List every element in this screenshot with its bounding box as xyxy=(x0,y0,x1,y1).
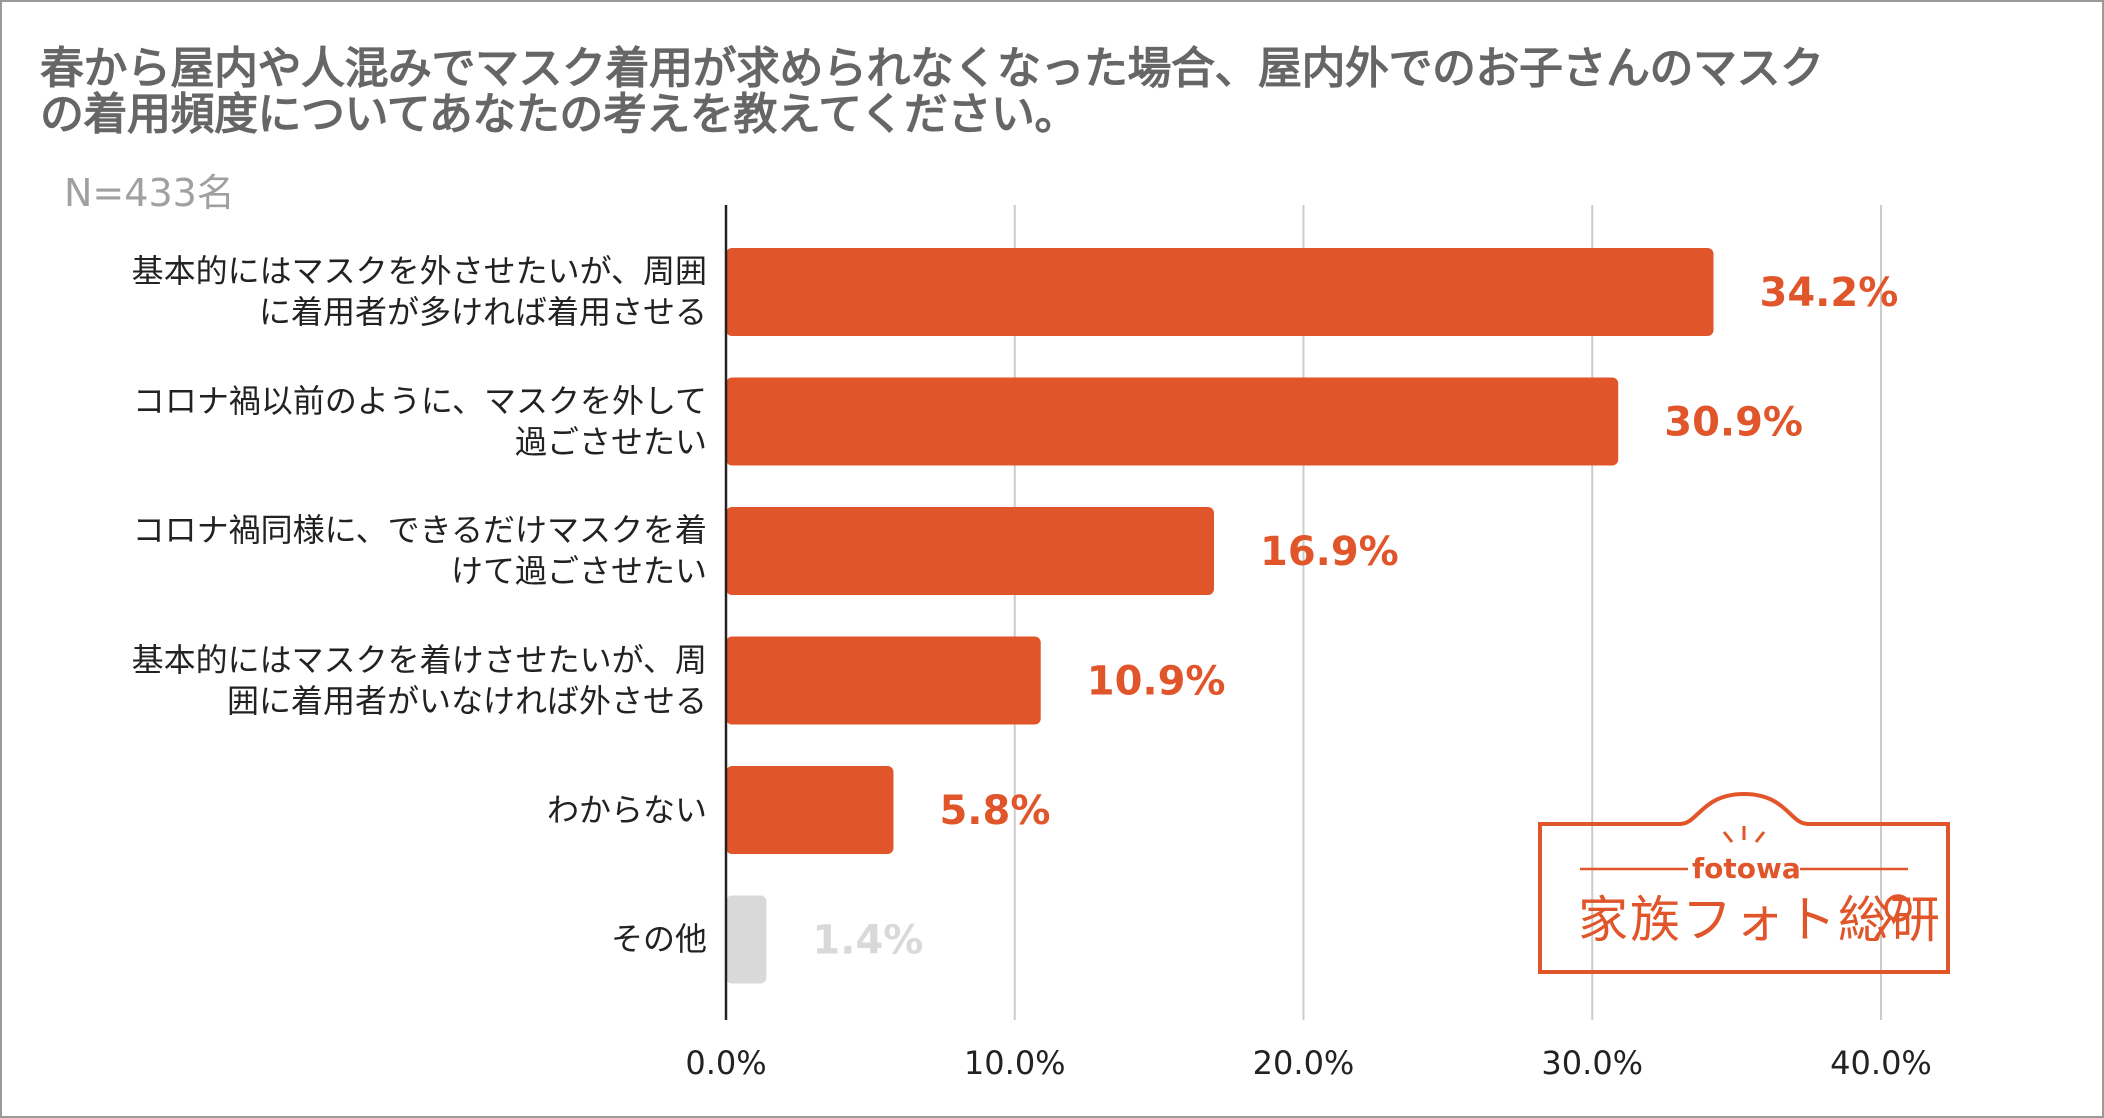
data-label: 5.8% xyxy=(939,788,1050,834)
x-tick-label: 30.0% xyxy=(1541,1044,1643,1082)
logo-brand: fotowa xyxy=(1692,852,1801,885)
data-label: 10.9% xyxy=(1087,659,1226,705)
x-tick-label: 20.0% xyxy=(1253,1044,1355,1082)
category-label: その他 xyxy=(7,919,707,960)
category-label-line: 過ごさせたい xyxy=(514,422,707,461)
data-label: 30.9% xyxy=(1664,400,1803,446)
x-tick-label: 10.0% xyxy=(964,1044,1066,1082)
category-label-line: けて過ごさせたい xyxy=(450,552,707,590)
category-label: コロナ禍同様に、できるだけマスクを着 けて過ごさせたい xyxy=(7,510,707,592)
category-label: 基本的にはマスクを着けさせたいが、周 囲に着用者がいなければ外させる xyxy=(7,640,707,722)
data-label: 1.4% xyxy=(812,918,923,964)
bar xyxy=(726,895,767,984)
chart-subtitle: N=433名 xyxy=(64,171,235,215)
category-label-line: に着用者が多ければ着用させる xyxy=(258,293,707,331)
bar xyxy=(726,766,894,854)
chart-title-line-1: 春から屋内や人混みでマスク着用が求められなくなった場合、屋内外でのお子さんのマス… xyxy=(40,43,1824,94)
magnifier-icon xyxy=(1874,894,1912,940)
category-label-line: 基本的にはマスクを外させたいが、周囲 xyxy=(131,252,707,290)
data-label: 34.2% xyxy=(1760,270,1899,316)
bar xyxy=(726,636,1041,725)
category-label-line: 基本的にはマスクを着けさせたいが、周 xyxy=(131,640,707,679)
bar xyxy=(726,248,1714,336)
category-label-line: 囲に着用者がいなければ外させる xyxy=(226,681,707,720)
x-tick-label: 0.0% xyxy=(685,1044,766,1082)
category-label-line: コロナ禍同様に、できるだけマスクを着 xyxy=(132,511,707,549)
data-label: 16.9% xyxy=(1260,529,1399,575)
logo-frame xyxy=(1538,791,1950,974)
category-label-line: コロナ禍以前のように、マスクを外して xyxy=(132,381,707,420)
x-tick-label: 40.0% xyxy=(1830,1044,1932,1082)
category-label: わからない xyxy=(7,790,707,831)
chart-title: 春から屋内や人混みでマスク着用が求められなくなった場合、屋内外でのお子さんのマス… xyxy=(40,46,2040,138)
bar xyxy=(726,507,1214,595)
category-label: コロナ禍以前のように、マスクを外して 過ごさせたい xyxy=(7,381,707,463)
logo-name: 家族フォト総研 xyxy=(1578,891,1942,949)
category-label-line: わからない xyxy=(546,790,707,829)
bar xyxy=(726,377,1619,466)
category-label: 基本的にはマスクを外させたいが、周囲 に着用者が多ければ着用させる xyxy=(7,251,707,333)
chart-title-line-2: の着用頻度についてあなたの考えを教えてください。 xyxy=(40,89,1078,140)
category-label-line: その他 xyxy=(610,920,707,958)
